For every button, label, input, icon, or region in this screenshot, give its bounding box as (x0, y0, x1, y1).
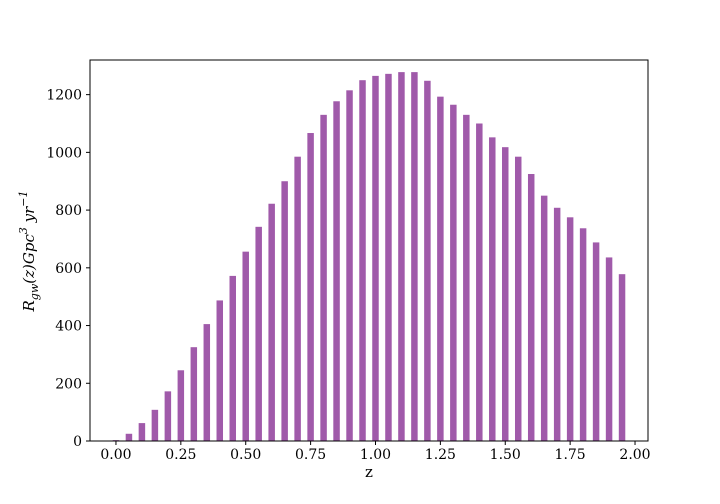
bar (255, 226, 262, 441)
bar (359, 80, 366, 441)
bar (138, 423, 146, 441)
y-tick-label: 800 (55, 203, 82, 219)
bar (268, 203, 275, 441)
bar (579, 228, 587, 441)
bar (527, 174, 535, 441)
bar (450, 104, 457, 442)
bar (514, 156, 522, 441)
bar (502, 147, 509, 442)
x-axis-ticks: 0.00 0.25 0.50 0.75 1.00 1.25 1.50 1.75 2.00 (100, 441, 651, 463)
y-axis-label: Rgw(z)Gpc3 yr−1 (17, 191, 41, 313)
bar (463, 114, 470, 441)
bar (320, 114, 327, 441)
x-tick-label: 0.00 (100, 447, 131, 463)
bar (489, 137, 496, 441)
bar-series (112, 72, 626, 442)
y-label-unit: yr (20, 206, 38, 227)
y-tick-label: 600 (55, 261, 82, 277)
bar (281, 181, 288, 442)
bar (242, 251, 249, 441)
bar (190, 347, 198, 441)
y-axis-ticks: 0 200 400 600 800 1000 1200 (46, 88, 90, 450)
y-tick-label: 1000 (46, 145, 82, 161)
x-tick-label: 1.25 (425, 447, 456, 463)
plot-frame (89, 59, 649, 442)
x-axis-label: z (365, 463, 373, 481)
bar (553, 207, 561, 441)
bar (618, 274, 626, 441)
y-tick-label: 1200 (46, 88, 82, 104)
y-label-base: R (20, 300, 38, 312)
y-label-mid: (z)Gpc (20, 234, 38, 284)
y-label-sup1: 3 (17, 227, 30, 234)
x-tick-label: 1.00 (360, 447, 391, 463)
x-tick-label: 2.00 (619, 447, 650, 463)
bar (437, 96, 444, 441)
x-tick-label: 0.75 (295, 447, 326, 463)
y-label-sup2: −1 (17, 191, 30, 207)
bar (476, 123, 483, 441)
bar (294, 156, 301, 441)
bar (229, 275, 236, 441)
x-tick-label: 0.50 (230, 447, 261, 463)
bar (398, 72, 405, 442)
bar (605, 257, 613, 441)
bar (203, 324, 211, 441)
y-tick-label: 0 (73, 434, 82, 450)
bar (125, 433, 133, 441)
bar (566, 217, 574, 441)
bar (333, 101, 340, 442)
bar (164, 391, 172, 441)
x-tick-label: 1.75 (555, 447, 586, 463)
y-tick-label: 200 (55, 376, 82, 392)
bar (307, 133, 314, 441)
bar (385, 73, 392, 441)
x-tick-label: 0.25 (165, 447, 196, 463)
bar (372, 75, 379, 442)
x-tick-label: 1.50 (490, 447, 521, 463)
bar (540, 195, 548, 441)
y-tick-label: 400 (55, 319, 82, 335)
bar (592, 242, 600, 441)
y-label-sub: gw (28, 283, 41, 300)
bar (411, 72, 418, 442)
bar (216, 300, 224, 441)
bar (424, 80, 431, 441)
bar (346, 90, 353, 441)
bar (177, 370, 185, 441)
bar (151, 409, 159, 441)
